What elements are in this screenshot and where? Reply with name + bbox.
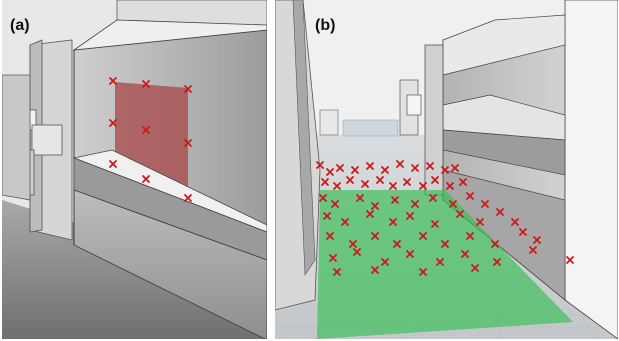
floor-sensor-markers	[316, 160, 574, 276]
cross-marker-icon	[353, 248, 361, 256]
cross-marker-icon	[446, 182, 454, 190]
cross-marker-icon	[371, 232, 379, 240]
cross-marker-icon	[391, 196, 399, 204]
cross-marker-icon	[429, 194, 437, 202]
cross-marker-icon	[333, 268, 341, 276]
cross-marker-icon	[109, 160, 117, 168]
cross-marker-icon	[184, 194, 192, 202]
cross-marker-icon	[333, 182, 341, 190]
cross-marker-icon	[393, 240, 401, 248]
cross-marker-icon	[511, 218, 519, 226]
cross-marker-icon	[519, 228, 527, 236]
shelf-top	[72, 19, 267, 51]
cross-marker-icon	[449, 200, 457, 208]
panel-b: (b)	[275, 0, 618, 339]
cross-marker-icon	[389, 182, 397, 190]
cross-marker-icon	[419, 268, 427, 276]
cross-marker-icon	[349, 240, 357, 248]
floor-sensor-region	[317, 190, 573, 339]
cross-marker-icon	[533, 236, 541, 244]
cross-marker-icon	[361, 180, 369, 188]
cross-marker-icon	[381, 166, 389, 174]
cross-marker-icon	[323, 212, 331, 220]
cross-marker-icon	[366, 162, 374, 170]
cross-marker-icon	[341, 218, 349, 226]
cross-marker-icon	[466, 192, 474, 200]
cross-marker-icon	[493, 258, 501, 266]
cross-marker-icon	[431, 176, 439, 184]
panel-b-label: (b)	[315, 17, 335, 34]
cross-marker-icon	[316, 161, 324, 169]
cross-marker-icon	[326, 232, 334, 240]
cross-marker-icon	[356, 194, 364, 202]
cross-marker-icon	[396, 160, 404, 168]
cross-marker-icon	[466, 232, 474, 240]
cross-marker-icon	[319, 194, 327, 202]
cross-marker-icon	[419, 182, 427, 190]
cross-marker-icon	[336, 164, 344, 172]
cross-marker-icon	[403, 178, 411, 186]
cross-marker-icon	[441, 240, 449, 248]
cross-marker-icon	[142, 80, 150, 88]
cross-marker-icon	[456, 210, 464, 218]
cross-marker-icon	[109, 77, 117, 85]
cross-marker-icon	[376, 176, 384, 184]
cross-marker-icon	[389, 218, 397, 226]
cross-marker-icon	[411, 164, 419, 172]
cross-marker-icon	[529, 246, 537, 254]
cross-marker-icon	[142, 126, 150, 134]
cross-marker-icon	[329, 254, 337, 262]
panel-a: (a)	[2, 0, 267, 339]
cross-marker-icon	[461, 250, 469, 258]
cross-marker-icon	[381, 258, 389, 266]
cross-marker-icon	[411, 200, 419, 208]
cross-marker-icon	[184, 85, 192, 93]
lower-ledge-front	[73, 157, 267, 261]
cross-marker-icon	[184, 139, 192, 147]
far-shelves	[319, 79, 422, 137]
cross-marker-icon	[481, 200, 489, 208]
cross-marker-icon	[142, 175, 150, 183]
far-shelves	[2, 39, 73, 241]
cross-marker-icon	[426, 162, 434, 170]
cross-marker-icon	[471, 264, 479, 272]
right-end-wall	[564, 0, 618, 339]
cross-marker-icon	[419, 232, 427, 240]
cross-marker-icon	[441, 166, 449, 174]
cross-marker-icon	[366, 210, 374, 218]
cross-marker-icon	[491, 240, 499, 248]
cross-marker-icon	[321, 178, 329, 186]
cross-marker-icon	[326, 168, 334, 176]
cross-marker-icon	[406, 250, 414, 258]
cross-marker-icon	[431, 220, 439, 228]
cross-marker-icon	[459, 178, 467, 186]
cross-marker-icon	[371, 266, 379, 274]
cross-marker-icon	[436, 258, 444, 266]
cross-marker-icon	[371, 202, 379, 210]
cross-marker-icon	[406, 212, 414, 220]
cross-marker-icon	[476, 218, 484, 226]
cross-marker-icon	[109, 119, 117, 127]
cross-marker-icon	[451, 164, 459, 172]
cross-marker-icon	[346, 176, 354, 184]
cross-marker-icon	[566, 256, 574, 264]
wall-sensor-markers	[109, 77, 192, 202]
cross-marker-icon	[351, 166, 359, 174]
cross-marker-icon	[496, 208, 504, 216]
panel-a-label: (a)	[10, 17, 30, 34]
cross-marker-icon	[331, 200, 339, 208]
